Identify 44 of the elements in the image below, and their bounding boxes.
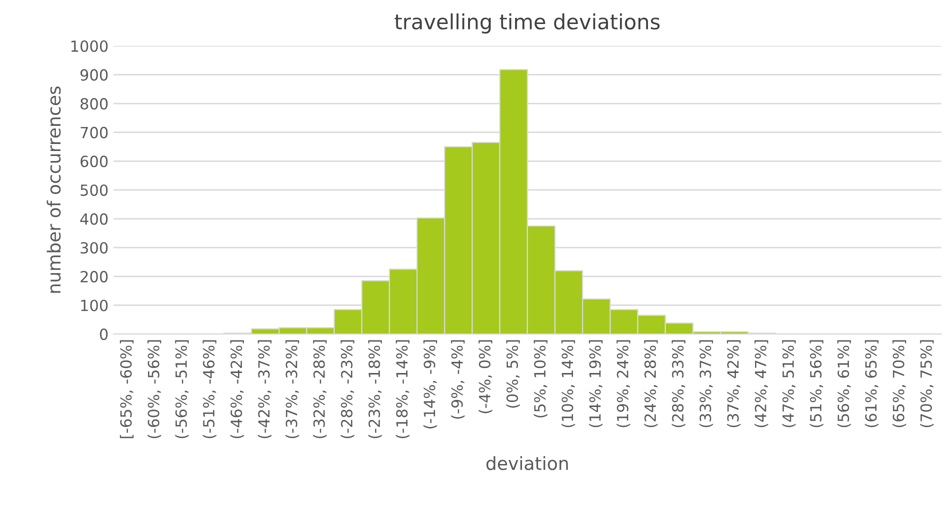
x-tick-label: (61%, 65%] [864, 340, 879, 428]
x-tick-label: (70%, 75%] [920, 340, 934, 428]
x-tick-label: (-23%, -18%] [368, 340, 382, 438]
x-tick-label: (65%, 70%] [892, 340, 906, 428]
x-axis-title: deviation [486, 456, 568, 470]
x-tick-label: (10%, 14%] [561, 340, 576, 428]
x-tick-label: (-4%, 0%] [478, 340, 492, 414]
x-tick-label: (24%, 28%] [644, 340, 658, 428]
x-tick-label: (33%, 37%] [699, 340, 713, 428]
x-tick-label: (-37%, -32%] [285, 340, 300, 438]
y-tick-label: 800 [80, 98, 108, 110]
y-tick-label: 500 [80, 184, 108, 196]
y-tick-label: 700 [80, 126, 108, 138]
x-tick-label: (-14%, -9%] [423, 340, 438, 428]
x-tick-label: (37%, 42%] [726, 340, 741, 428]
x-tick-label: (5%, 10%] [534, 340, 548, 418]
y-tick-label: 0 [100, 328, 108, 340]
x-tick-label: (-56%, -51%] [175, 340, 189, 438]
x-tick-label: [-65%, -60%] [120, 340, 134, 438]
x-tick-label: (-28%, -23%] [340, 340, 354, 438]
x-tick-label: (-18%, -14%] [396, 340, 410, 438]
x-tick-label: (19%, 24%] [616, 340, 630, 428]
x-tick-label: (-46%, -42%] [230, 340, 244, 438]
chart-title: travelling time deviations [394, 13, 660, 34]
y-tick-label: 1000 [71, 40, 108, 52]
y-tick-label: 400 [80, 213, 108, 225]
x-tick-label: (-32%, -28%] [313, 340, 327, 438]
x-tick-label: (42%, 47%] [754, 340, 768, 428]
x-tick-label: (14%, 19%] [588, 340, 603, 428]
x-tick-label: (-51%, -46%] [202, 340, 216, 438]
x-tick-label: (-42%, -37%] [258, 340, 272, 438]
y-tick-label: 600 [80, 156, 108, 168]
y-axis-title: number of occurrences [46, 86, 61, 293]
x-tick-label: (47%, 51%] [782, 340, 796, 428]
x-tick-label: (56%, 61%] [837, 340, 851, 428]
y-tick-label: 200 [80, 270, 108, 282]
y-tick-label: 300 [80, 242, 108, 254]
y-tick-label: 900 [80, 69, 108, 81]
x-tick-label: (28%, 33%] [672, 340, 686, 428]
x-tick-label: (-9%, -4%] [451, 340, 465, 419]
y-tick-label: 100 [81, 300, 108, 312]
x-tick-label: (51%, 56%] [810, 340, 824, 428]
x-tick-label: (0%, 5%] [506, 340, 520, 408]
x-tick-label: (-60%, -56%] [148, 340, 162, 438]
